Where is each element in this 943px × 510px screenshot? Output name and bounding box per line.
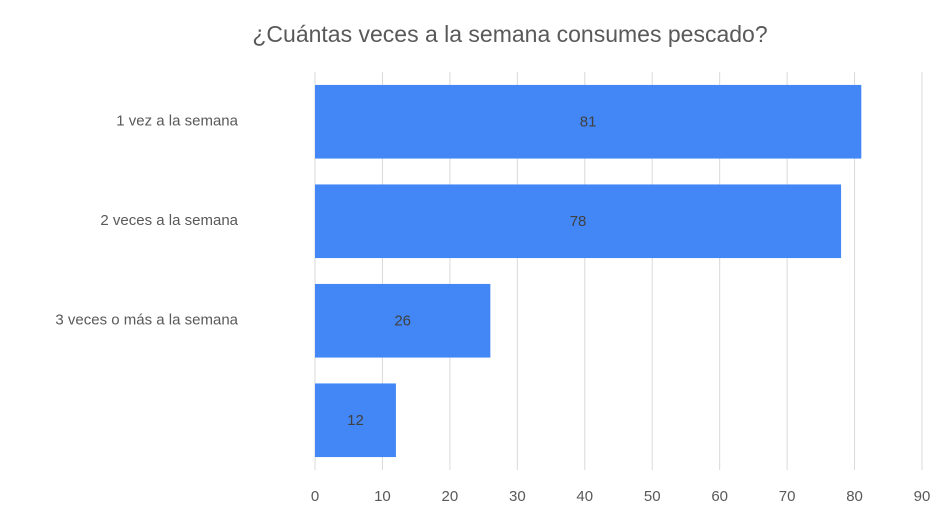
x-tick-label: 20 [442,488,459,505]
x-tick-label: 80 [846,488,863,505]
bar [315,283,491,358]
x-tick-label: 0 [311,488,319,505]
chart-title: ¿Cuántas veces a la semana consumes pesc… [252,21,767,47]
data-label: 26 [394,313,411,330]
y-tick-label: 1 vez a la semana [116,113,238,130]
data-label: 78 [570,213,587,230]
data-label: 12 [347,412,364,429]
y-tick-label: 3 veces o más a la semana [55,312,238,329]
x-tick-label: 30 [509,488,526,505]
bar [315,383,396,458]
x-tick-label: 90 [914,488,931,505]
bar [315,184,842,259]
y-tick-label: 2 veces a la semana [100,212,238,229]
x-tick-label: 50 [644,488,661,505]
x-tick-label: 40 [576,488,593,505]
bar [315,84,862,159]
x-tick-label: 70 [779,488,796,505]
x-tick-label: 10 [374,488,391,505]
x-tick-label: 60 [711,488,728,505]
data-label: 81 [580,114,597,131]
